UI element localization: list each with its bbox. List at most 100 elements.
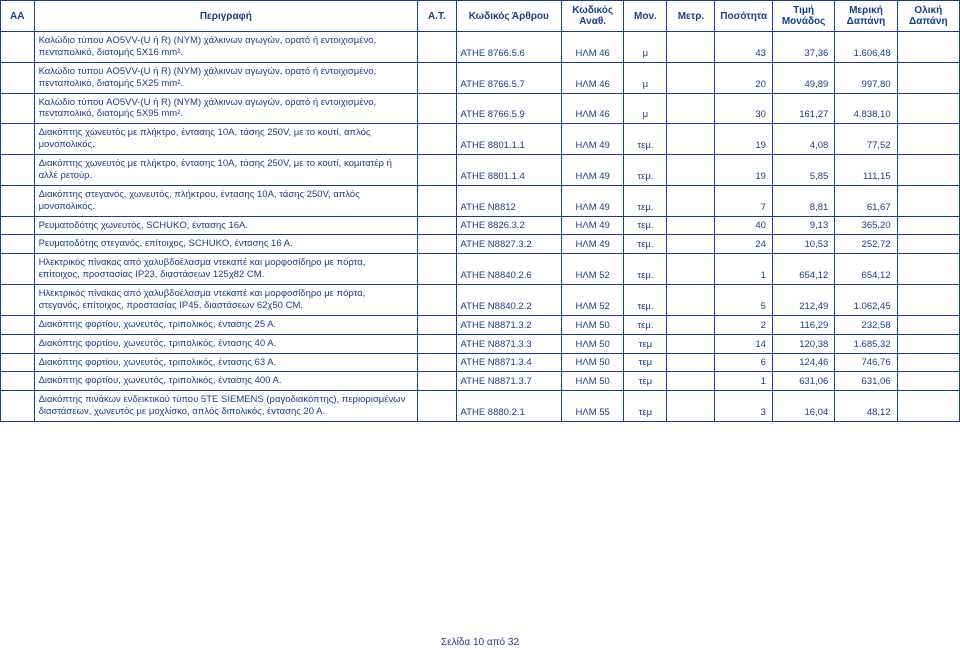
cell-aa [1, 185, 35, 216]
cell-unit-price: 49,89 [772, 62, 834, 93]
cell-article-code: ΑΤΗΕ 8766.5.6 [456, 32, 561, 63]
cell-unit: μ [624, 93, 667, 124]
table-body: Καλώδιο τύπου AO5VV-(U ή R) (NYM) χάλκιν… [1, 32, 960, 422]
cell-metr [667, 185, 715, 216]
cell-quantity: 3 [715, 391, 773, 422]
col-header-9: Μερική Δαπάνη [835, 1, 897, 32]
cell-unit: τεμ. [624, 315, 667, 334]
table-row: Ηλεκτρικός πίνακας από χαλυβδοέλασμα ντε… [1, 254, 960, 285]
cell-partial-cost: 48,12 [835, 391, 897, 422]
cell-at [418, 372, 456, 391]
cell-metr [667, 124, 715, 155]
cell-at [418, 216, 456, 235]
cell-article-code: ΑΤΗΕ Ν8840.2.2 [456, 285, 561, 316]
cell-quantity: 6 [715, 353, 773, 372]
cell-at [418, 32, 456, 63]
table-row: Διακόπτης στεγανός, χωνευτός, πλήκτρου, … [1, 185, 960, 216]
cell-anath-code: ΗΛΜ 49 [562, 185, 624, 216]
col-header-8: Τιμή Μονάδος [772, 1, 834, 32]
cell-metr [667, 391, 715, 422]
col-header-6: Μετρ. [667, 1, 715, 32]
cell-description: Ηλεκτρικός πίνακας από χαλυβδοέλασμα ντε… [34, 285, 418, 316]
cell-quantity: 14 [715, 334, 773, 353]
cell-unit: τεμ [624, 353, 667, 372]
cell-article-code: ΑΤΗΕ Ν8871.3.4 [456, 353, 561, 372]
cell-aa [1, 254, 35, 285]
cell-metr [667, 216, 715, 235]
cell-at [418, 353, 456, 372]
cell-partial-cost: 232,58 [835, 315, 897, 334]
cell-aa [1, 334, 35, 353]
cell-description: Διακόπτης φορτίου, χωνευτός, τριπολικός,… [34, 334, 418, 353]
cell-aa [1, 315, 35, 334]
cell-anath-code: ΗΛΜ 49 [562, 155, 624, 186]
cell-quantity: 30 [715, 93, 773, 124]
cell-quantity: 19 [715, 124, 773, 155]
cell-unit: τεμ. [624, 155, 667, 186]
cell-article-code: ΑΤΗΕ 8801.1.4 [456, 155, 561, 186]
cell-partial-cost: 1.685,32 [835, 334, 897, 353]
cell-article-code: ΑΤΗΕ 8826.3.2 [456, 216, 561, 235]
cell-total-cost [897, 254, 959, 285]
cell-quantity: 40 [715, 216, 773, 235]
cell-partial-cost: 77,52 [835, 124, 897, 155]
cell-unit: τεμ. [624, 235, 667, 254]
cell-aa [1, 372, 35, 391]
cell-article-code: ΑΤΗΕ 8766.5.7 [456, 62, 561, 93]
cell-total-cost [897, 372, 959, 391]
cell-partial-cost: 252,72 [835, 235, 897, 254]
cell-unit-price: 120,38 [772, 334, 834, 353]
cell-unit: μ [624, 62, 667, 93]
cell-article-code: ΑΤΗΕ 8801.1.1 [456, 124, 561, 155]
cell-metr [667, 62, 715, 93]
table-row: Διακόπτης χωνευτός με πλήκτρο, έντασης 1… [1, 155, 960, 186]
table-row: Καλώδιο τύπου AO5VV-(U ή R) (NYM) χάλκιν… [1, 93, 960, 124]
cell-unit: τεμ. [624, 124, 667, 155]
cell-description: Καλώδιο τύπου AO5VV-(U ή R) (NYM) χάλκιν… [34, 62, 418, 93]
cell-metr [667, 235, 715, 254]
cell-aa [1, 93, 35, 124]
cell-aa [1, 124, 35, 155]
col-header-4: Κωδικός Αναθ. [562, 1, 624, 32]
table-row: Ηλεκτρικός πίνακας από χαλυβδοέλασμα ντε… [1, 285, 960, 316]
cell-at [418, 62, 456, 93]
cell-anath-code: ΗΛΜ 46 [562, 93, 624, 124]
cell-total-cost [897, 285, 959, 316]
cell-partial-cost: 4.838,10 [835, 93, 897, 124]
table-row: Διακόπτης φορτίου, χωνευτός, τριπολικός,… [1, 334, 960, 353]
cell-aa [1, 32, 35, 63]
cell-quantity: 24 [715, 235, 773, 254]
cell-description: Ρευματοδότης στεγανός, επίτοιχος, SCHUKO… [34, 235, 418, 254]
cell-article-code: ΑΤΗΕ Ν8812 [456, 185, 561, 216]
col-header-0: ΑΑ [1, 1, 35, 32]
table-row: Διακόπτης φορτίου, χωνευτός, τριπολικός,… [1, 372, 960, 391]
col-header-7: Ποσότητα [715, 1, 773, 32]
table-row: Διακόπτης φορτίου, χωνευτός, τριπολικός,… [1, 315, 960, 334]
cell-unit: μ [624, 32, 667, 63]
cell-total-cost [897, 216, 959, 235]
cell-partial-cost: 997,80 [835, 62, 897, 93]
cell-total-cost [897, 155, 959, 186]
cell-description: Καλώδιο τύπου AO5VV-(U ή R) (NYM) χάλκιν… [34, 93, 418, 124]
cell-article-code: ΑΤΗΕ Ν8871.3.2 [456, 315, 561, 334]
cell-unit: τεμ. [624, 285, 667, 316]
cell-unit-price: 654,12 [772, 254, 834, 285]
cell-description: Ηλεκτρικός πίνακας από χαλυβδοέλασμα ντε… [34, 254, 418, 285]
cell-unit-price: 37,36 [772, 32, 834, 63]
col-header-3: Κωδικός Άρθρου [456, 1, 561, 32]
cell-unit-price: 116,29 [772, 315, 834, 334]
table-row: Ρευματοδότης στεγανός, επίτοιχος, SCHUKO… [1, 235, 960, 254]
cell-unit-price: 631,06 [772, 372, 834, 391]
cell-quantity: 7 [715, 185, 773, 216]
page-footer: Σελίδα 10 από 32 [0, 637, 960, 648]
cell-total-cost [897, 93, 959, 124]
cell-at [418, 185, 456, 216]
cell-description: Διακόπτης φορτίου, χωνευτός, τριπολικός,… [34, 315, 418, 334]
cell-at [418, 391, 456, 422]
cell-total-cost [897, 235, 959, 254]
cell-unit-price: 212,49 [772, 285, 834, 316]
cell-unit: τεμ. [624, 216, 667, 235]
cell-anath-code: ΗΛΜ 49 [562, 235, 624, 254]
col-header-2: Α.Τ. [418, 1, 456, 32]
col-header-10: Ολική Δαπάνη [897, 1, 959, 32]
